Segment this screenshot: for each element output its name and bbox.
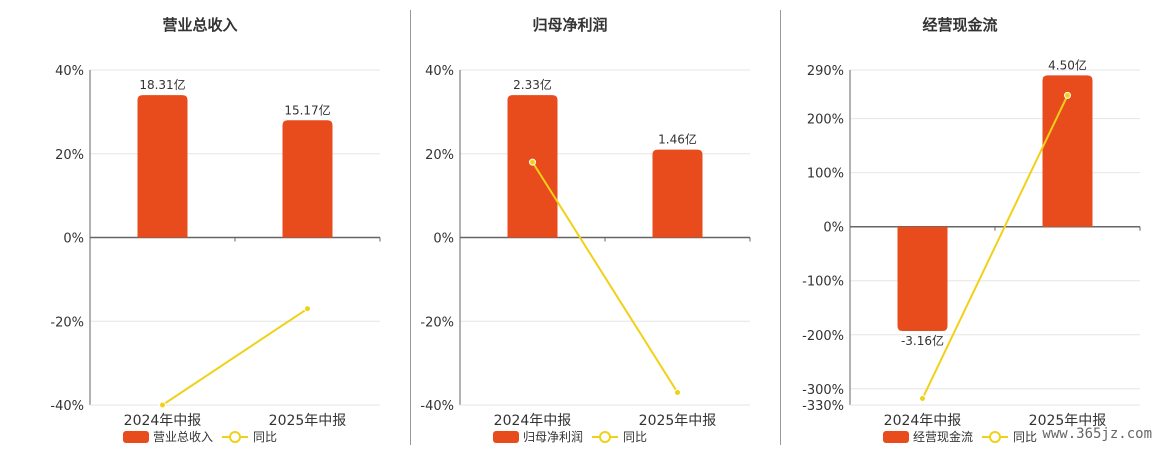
bar-value-label: 4.50亿 bbox=[1048, 57, 1087, 72]
legend-item-line[interactable]: 同比 bbox=[981, 428, 1037, 445]
panel-separator bbox=[410, 10, 411, 445]
bar bbox=[652, 149, 703, 238]
y-tick-label: -20% bbox=[420, 315, 454, 330]
legend-bar-swatch bbox=[492, 430, 519, 443]
x-category-label: 2024年中报 bbox=[494, 413, 572, 429]
bar-value-label: 1.46亿 bbox=[658, 132, 697, 147]
legend-marker bbox=[599, 430, 611, 443]
chart-panel-revenue: 营业总收入 40% 20% 0% -20% -40% 2024年中报 2025年中报 18.3… bbox=[0, 0, 400, 450]
legend-item-bar[interactable]: 营业总收入 bbox=[122, 428, 213, 445]
bar bbox=[137, 95, 188, 238]
yoy-line bbox=[161, 307, 309, 406]
legend-label: 同比 bbox=[623, 430, 648, 444]
chart-panel-operating-cash-flow: 经营现金流 290% 200% 100% 0% -100% -200% -300% -330%… bbox=[760, 0, 1160, 450]
y-tick-label: -300% bbox=[802, 383, 844, 398]
bar bbox=[507, 95, 558, 238]
x-category-label: 2025年中报 bbox=[1029, 413, 1107, 429]
x-category-label: 2025年中报 bbox=[639, 413, 717, 429]
y-tick-label: -40% bbox=[50, 399, 84, 414]
y-tick-label: 0% bbox=[433, 232, 454, 247]
legend-label: 同比 bbox=[253, 430, 278, 444]
chart-title: 归母净利润 bbox=[532, 16, 608, 34]
y-tick-label: -20% bbox=[50, 315, 84, 330]
legend-label: 营业总收入 bbox=[152, 430, 213, 444]
chart-legend: 经营现金流 同比 bbox=[760, 428, 1160, 445]
y-tick-label: 290% bbox=[807, 64, 844, 79]
yoy-line bbox=[531, 161, 679, 393]
chart-plot: 290% 200% 100% 0% -100% -200% -300%-330% 2024年中… bbox=[802, 57, 1141, 429]
chart-title: 经营现金流 bbox=[922, 16, 998, 34]
bar-value-label: 15.17亿 bbox=[284, 102, 330, 117]
yoy-point bbox=[529, 158, 536, 166]
yoy-point bbox=[159, 401, 166, 409]
y-tick-label: -40% bbox=[420, 399, 454, 414]
yoy-point bbox=[919, 395, 926, 403]
y-tick-label: 0% bbox=[823, 221, 844, 236]
y-tick-label: 20% bbox=[55, 148, 84, 163]
legend-item-line[interactable]: 同比 bbox=[591, 428, 647, 445]
legend-marker bbox=[229, 430, 241, 443]
y-tick-label: 0% bbox=[63, 232, 84, 247]
panel-separator bbox=[780, 10, 781, 445]
yoy-point bbox=[1064, 91, 1071, 99]
legend-line-swatch bbox=[592, 430, 618, 443]
legend-item-line[interactable]: 同比 bbox=[221, 428, 277, 445]
chart-title: 营业总收入 bbox=[162, 16, 238, 34]
y-tick-label: -330% bbox=[802, 399, 844, 414]
bar-value-label: 2.33亿 bbox=[513, 77, 552, 92]
bar-value-label: 18.31亿 bbox=[139, 77, 185, 92]
chart-legend: 营业总收入 同比 bbox=[0, 428, 400, 445]
legend-item-bar[interactable]: 归母净利润 bbox=[492, 428, 583, 445]
y-tick-label: -100% bbox=[802, 275, 844, 290]
y-tick-label: 20% bbox=[425, 148, 454, 163]
bar bbox=[897, 226, 948, 331]
legend-line-swatch bbox=[222, 430, 248, 443]
bar bbox=[1042, 75, 1093, 227]
yoy-point bbox=[674, 388, 681, 396]
yoy-line bbox=[921, 94, 1069, 399]
x-category-label: 2024年中报 bbox=[884, 413, 962, 429]
y-tick-label: 200% bbox=[807, 113, 844, 128]
bar bbox=[282, 120, 333, 238]
chart-legend: 归母净利润 同比 bbox=[370, 428, 770, 445]
legend-marker bbox=[989, 430, 1001, 443]
legend-bar-swatch bbox=[122, 430, 149, 443]
legend-item-bar[interactable]: 经营现金流 bbox=[882, 428, 973, 445]
y-tick-label: 100% bbox=[807, 167, 844, 182]
bar-value-label: -3.16亿 bbox=[901, 333, 944, 348]
chart-plot: 40% 20% 0% -20% -40% 2024年中报 2025年中报 2.33亿 1.46亿 bbox=[420, 64, 751, 429]
x-category-label: 2024年中报 bbox=[124, 413, 202, 429]
legend-label: 归母净利润 bbox=[522, 430, 583, 444]
y-tick-label: 40% bbox=[425, 64, 454, 79]
yoy-point bbox=[304, 305, 311, 313]
chart-plot: 40% 20% 0% -20% -40% 2024年中报 2025年中报 18.31亿 15.1… bbox=[50, 64, 381, 429]
legend-label: 同比 bbox=[1013, 430, 1038, 444]
watermark: www.365jz.com bbox=[1042, 426, 1152, 442]
x-category-label: 2025年中报 bbox=[269, 413, 347, 429]
legend-label: 经营现金流 bbox=[912, 430, 973, 444]
y-tick-label: 40% bbox=[55, 64, 84, 79]
y-tick-label: -200% bbox=[802, 329, 844, 344]
chart-panel-net-profit: 归母净利润 40% 20% 0% -20% -40% 2024年中报 2025年中报 2.33… bbox=[370, 0, 770, 450]
legend-bar-swatch bbox=[882, 430, 909, 443]
legend-line-swatch bbox=[982, 430, 1008, 443]
